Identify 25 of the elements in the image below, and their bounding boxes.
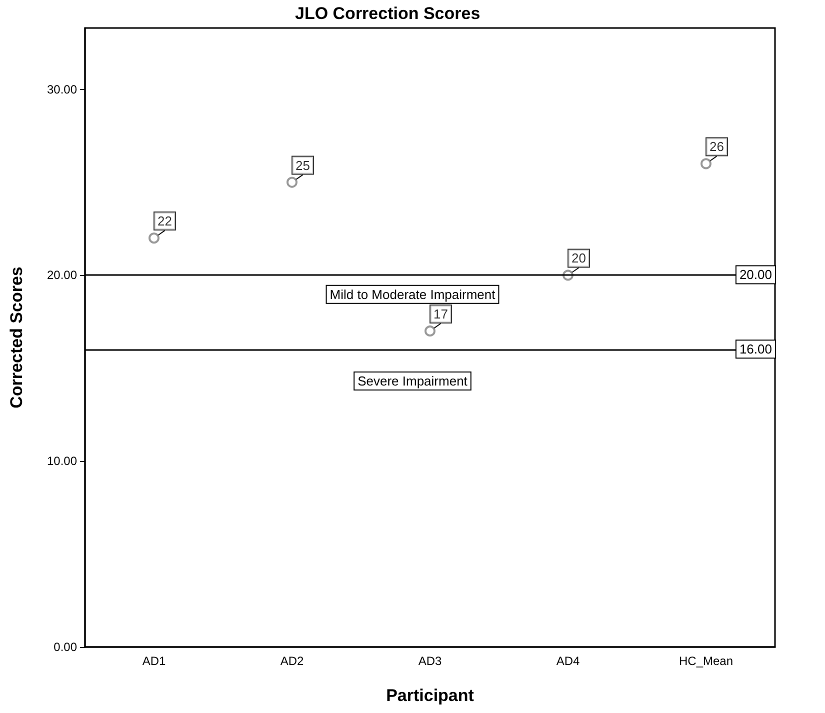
ref-line-label: 20.00 (739, 267, 772, 282)
point (424, 325, 436, 336)
x-tick-label: AD2 (280, 654, 304, 668)
x-tick-label: HC_Mean (678, 654, 734, 668)
y-tick-label: 20.00 (46, 268, 78, 282)
point (286, 176, 298, 188)
x-tick-label: AD1 (142, 654, 166, 668)
data-label: 17 (434, 306, 448, 322)
x-axis-title: Participant (386, 686, 474, 705)
data-label: 22 (158, 214, 172, 229)
data-label: 26 (710, 139, 724, 154)
ref-line-label: 16.00 (739, 342, 772, 357)
x-tick-label: AD3 (418, 654, 442, 668)
y-axis-title: Corrected Scores (7, 266, 26, 408)
annotation: Mild to Moderate Impairment (330, 286, 496, 302)
x-tick-label: AD4 (556, 654, 580, 668)
chart-title: JLO Correction Scores (295, 4, 480, 23)
point (148, 232, 160, 244)
point (700, 158, 712, 170)
annotation: Severe Impairment (358, 374, 468, 389)
data-label: 20 (572, 250, 586, 266)
data-label: 25 (296, 158, 310, 173)
y-tick-label: 0.00 (54, 640, 78, 654)
y-tick-label: 10.00 (46, 454, 78, 468)
y-tick-label: 30.00 (46, 82, 78, 96)
